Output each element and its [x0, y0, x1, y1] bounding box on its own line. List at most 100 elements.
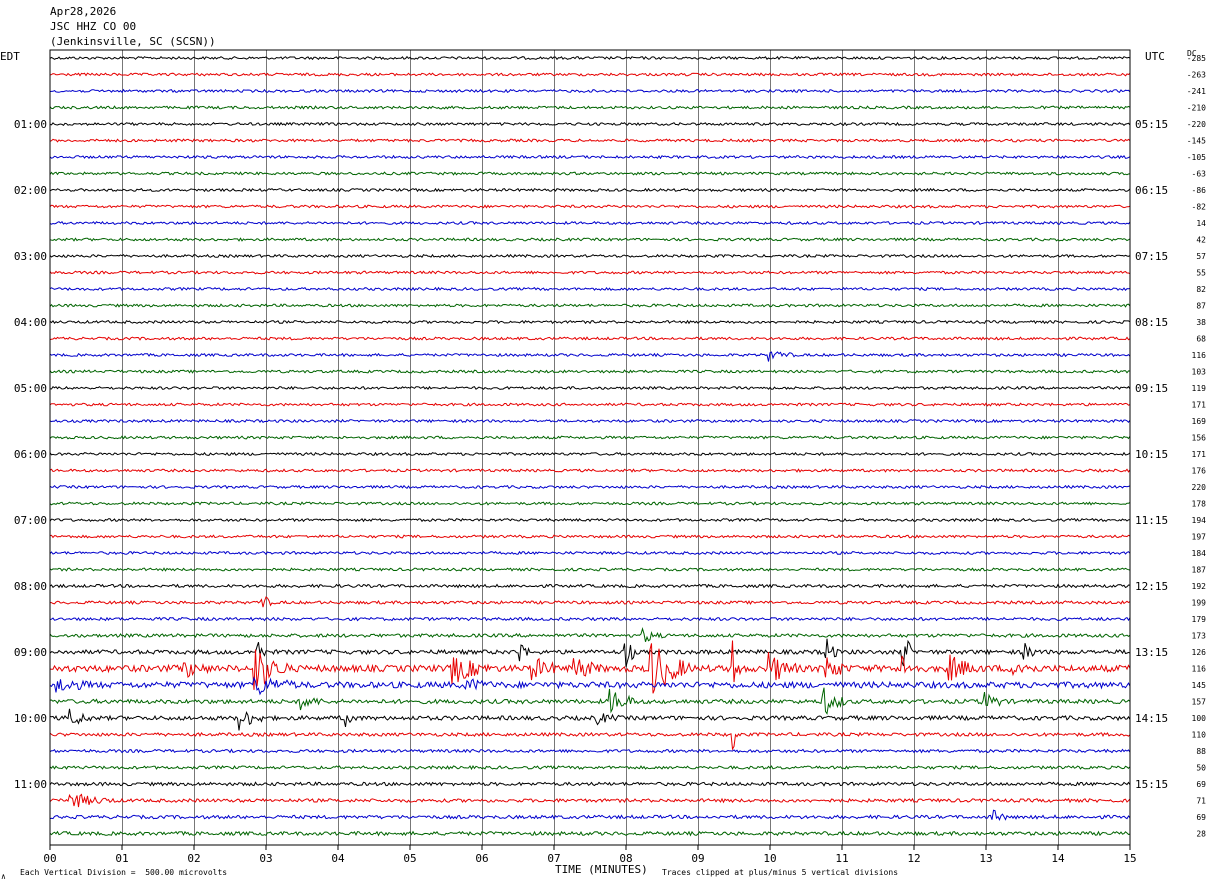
trace-row [49, 72, 1131, 77]
edt-hour-label: 03:00 [14, 250, 47, 263]
dc-offset-label: -86 [1192, 186, 1207, 195]
trace-row [50, 596, 1131, 608]
dc-offset-label: 88 [1196, 747, 1206, 756]
trace-row [49, 764, 1131, 771]
header-location: (Jenkinsville, SC (SCSN)) [50, 35, 216, 48]
trace-row [49, 517, 1131, 523]
trace-row [49, 435, 1131, 440]
dc-offset-label: 38 [1196, 318, 1206, 327]
x-tick-label: 04 [331, 852, 345, 865]
dc-offset-label: 116 [1192, 351, 1207, 360]
clip-note: Traces clipped at plus/minus 5 vertical … [662, 868, 899, 877]
trace-row [49, 55, 1131, 61]
x-tick-label: 15 [1123, 852, 1136, 865]
dc-offset-label: 116 [1192, 665, 1207, 674]
utc-hour-label: 15:15 [1135, 778, 1168, 791]
dc-offset-label: 69 [1196, 780, 1206, 789]
trace-row [49, 708, 1131, 731]
trace-row [49, 616, 1131, 622]
x-tick-label: 03 [259, 852, 272, 865]
x-tick-label: 10 [763, 852, 776, 865]
edt-hour-label: 06:00 [14, 448, 47, 461]
trace-row [49, 640, 1131, 694]
edt-hour-labels: 01:00 02:00 03:00 04:00 05:00 06:00 07:00 08:00… [14, 118, 47, 791]
trace-row [49, 830, 1131, 837]
header-date: Apr28,2026 [50, 5, 117, 18]
dc-offset-label: -263 [1187, 71, 1206, 80]
x-tick-label: 02 [187, 852, 200, 865]
dc-offset-label: 178 [1192, 500, 1207, 509]
dc-offset-label: -220 [1187, 120, 1206, 129]
dc-offset-label: 126 [1192, 648, 1207, 657]
left-zone-label: EDT [0, 50, 20, 63]
edt-hour-label: 05:00 [14, 382, 47, 395]
dc-offset-label: 110 [1192, 731, 1207, 740]
header-station: JSC HHZ CO 00 [50, 20, 137, 33]
utc-hour-label: 09:15 [1135, 382, 1168, 395]
trace-row [49, 748, 1131, 754]
trace-row [49, 402, 1131, 407]
dc-offset-label: -63 [1192, 170, 1207, 179]
dc-offset-label: 119 [1192, 384, 1207, 393]
dc-offset-label: 145 [1192, 681, 1207, 690]
dc-offset-label: 187 [1192, 566, 1207, 575]
x-tick-label: 08 [619, 852, 632, 865]
dc-offset-label: -82 [1192, 203, 1207, 212]
dc-offset-label: 100 [1192, 714, 1207, 723]
trace-row [49, 793, 1131, 808]
edt-hour-label: 10:00 [14, 712, 47, 725]
dc-offset-label: 14 [1196, 219, 1206, 228]
trace-row [49, 567, 1131, 572]
dc-offset-label: 57 [1196, 252, 1206, 261]
dc-offset-label: 42 [1196, 236, 1206, 245]
dc-offset-label: 192 [1192, 582, 1207, 591]
trace-row [49, 781, 1131, 787]
right-zone-label: UTC [1145, 50, 1165, 63]
trace-row [49, 501, 1131, 506]
utc-hour-label: 13:15 [1135, 646, 1168, 659]
dc-offset-label: -105 [1187, 153, 1206, 162]
utc-hour-label: 08:15 [1135, 316, 1168, 329]
dc-offset-label: -210 [1187, 104, 1206, 113]
corner-mark: ∧ [1, 872, 6, 881]
trace-row [49, 687, 1131, 715]
minute-gridlines [122, 50, 1059, 845]
trace-row [49, 237, 1131, 242]
scale-note: Each Vertical Division = 500.00 microvol… [20, 868, 228, 877]
dc-column-label: DC [1187, 49, 1197, 58]
dc-offset-label: -241 [1187, 87, 1206, 96]
trace-row [49, 319, 1131, 325]
trace-row [49, 369, 1131, 374]
dc-offset-label: 179 [1192, 615, 1207, 624]
dc-offset-label: 171 [1192, 401, 1207, 410]
x-axis-title: TIME (MINUTES) [555, 863, 648, 876]
trace-row [49, 336, 1131, 341]
utc-hour-label: 06:15 [1135, 184, 1168, 197]
dc-offset-label: 71 [1196, 797, 1206, 806]
dc-offset-label: 171 [1192, 450, 1207, 459]
trace-row [49, 220, 1131, 226]
edt-hour-label: 08:00 [14, 580, 47, 593]
trace-row [49, 534, 1131, 539]
utc-hour-label: 14:15 [1135, 712, 1168, 725]
dc-offset-label: 50 [1196, 764, 1206, 773]
trace-row [49, 286, 1131, 292]
dc-offset-label: -145 [1187, 137, 1206, 146]
x-tick-label: 13 [979, 852, 992, 865]
dc-offset-label: 220 [1192, 483, 1207, 492]
dc-offset-label: 194 [1192, 516, 1207, 525]
x-axis-ticks: 00 01 02 03 04 05 06 07 08 09 10 11 12 13 14 15 [43, 845, 1137, 865]
edt-hour-label: 01:00 [14, 118, 47, 131]
edt-hour-label: 04:00 [14, 316, 47, 329]
trace-row [49, 451, 1131, 457]
dc-offset-label: 87 [1196, 302, 1206, 311]
x-tick-label: 01 [115, 852, 128, 865]
x-tick-label: 11 [835, 852, 848, 865]
trace-row [49, 627, 1131, 642]
dc-offset-label: 176 [1192, 467, 1207, 476]
dc-offset-label: 199 [1192, 599, 1207, 608]
trace-row [49, 550, 1131, 556]
trace-row [49, 484, 1131, 490]
seismic-traces [49, 55, 1131, 837]
trace-row [49, 204, 1131, 209]
